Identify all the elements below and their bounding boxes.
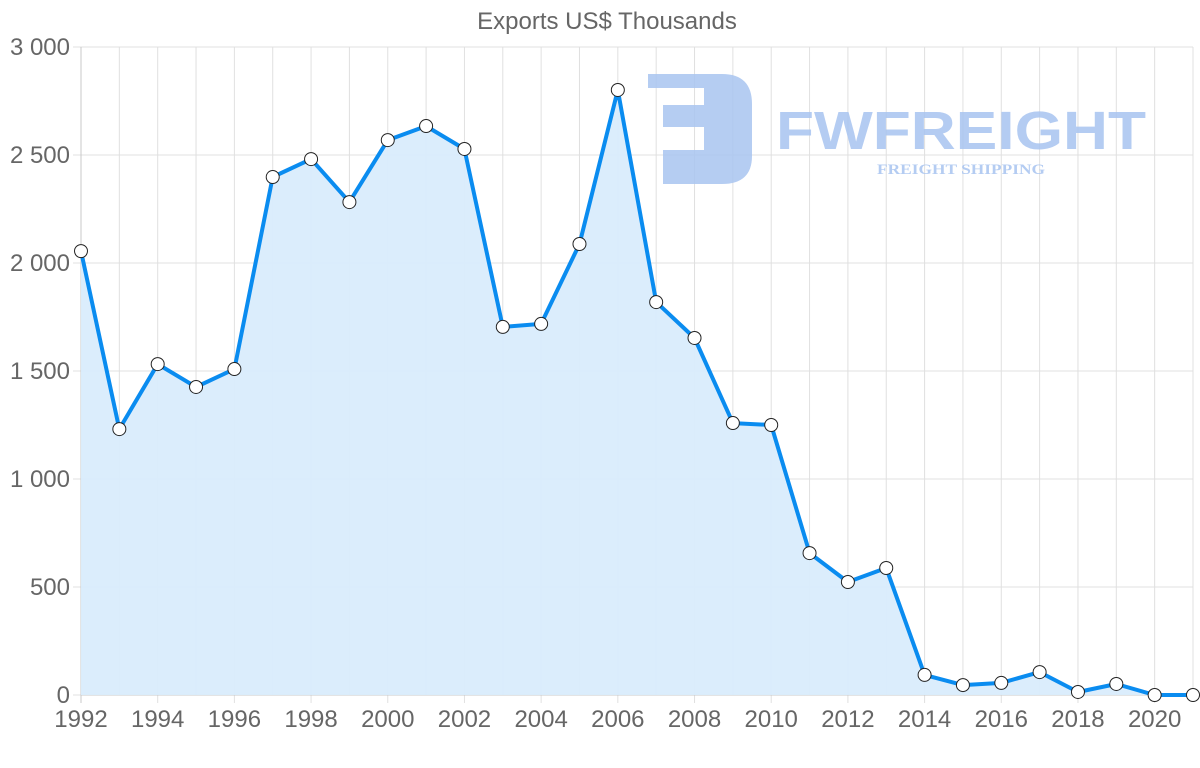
data-point[interactable]	[1070, 684, 1085, 699]
series-area-fill	[81, 90, 1193, 695]
x-tick-label: 1994	[131, 706, 184, 733]
x-tick-label: 2016	[975, 706, 1028, 733]
data-point[interactable]	[150, 357, 165, 372]
x-tick-label: 2018	[1051, 706, 1104, 733]
y-tick-label: 3 000	[10, 34, 70, 61]
data-point[interactable]	[342, 195, 357, 210]
x-tick-label: 1998	[284, 706, 337, 733]
x-tick-label: 1996	[208, 706, 261, 733]
brand-watermark: FWFREIGHT FREIGHT SHIPPING	[648, 74, 1146, 184]
y-tick-label: 1 500	[10, 358, 70, 385]
brand-logo-icon	[648, 74, 752, 184]
x-tick-label: 2006	[591, 706, 644, 733]
y-axis-ticks: 0 500 1 000 1 500 2 000 2 500 3 000	[10, 34, 70, 709]
data-point[interactable]	[764, 418, 779, 432]
data-point[interactable]	[419, 119, 434, 134]
data-point[interactable]	[802, 546, 817, 561]
data-point[interactable]	[265, 170, 280, 185]
data-point[interactable]	[917, 667, 932, 682]
data-point[interactable]	[304, 152, 319, 167]
data-point[interactable]	[840, 575, 855, 590]
y-tick-label: 2 000	[10, 250, 70, 277]
x-tick-label: 2002	[438, 706, 491, 733]
x-tick-label: 2012	[821, 706, 874, 733]
data-point[interactable]	[955, 678, 970, 693]
data-point[interactable]	[112, 422, 127, 437]
data-point[interactable]	[1109, 676, 1124, 691]
brand-tagline: FREIGHT SHIPPING	[877, 162, 1045, 178]
brand-name: FWFREIGHT	[776, 101, 1146, 161]
data-point[interactable]	[879, 560, 894, 575]
x-tick-label: 2000	[361, 706, 414, 733]
data-point[interactable]	[725, 416, 740, 431]
data-point[interactable]	[610, 82, 625, 97]
x-tick-label: 1992	[54, 706, 107, 733]
x-tick-label: 2004	[514, 706, 567, 733]
data-point[interactable]	[572, 236, 587, 251]
data-point[interactable]	[687, 330, 702, 345]
y-tick-label: 2 500	[10, 142, 70, 169]
x-tick-label: 2008	[668, 706, 721, 733]
data-point[interactable]	[1186, 688, 1200, 702]
data-point[interactable]	[189, 379, 204, 394]
data-point[interactable]	[994, 675, 1009, 690]
y-tick-label: 500	[30, 574, 70, 601]
data-point[interactable]	[649, 295, 664, 310]
data-point[interactable]	[74, 244, 88, 259]
x-tick-label: 2014	[898, 706, 951, 733]
data-point[interactable]	[457, 141, 472, 156]
y-tick-label: 0	[57, 682, 70, 709]
data-point[interactable]	[380, 133, 395, 148]
data-point[interactable]	[227, 362, 242, 377]
data-point[interactable]	[1032, 665, 1047, 680]
data-point[interactable]	[534, 316, 549, 331]
x-tick-label: 2010	[745, 706, 798, 733]
chart-title: Exports US$ Thousands	[477, 8, 737, 35]
y-tick-label: 1 000	[10, 466, 70, 493]
data-point-markers	[74, 82, 1200, 702]
data-point[interactable]	[495, 319, 510, 334]
data-point[interactable]	[1147, 688, 1162, 702]
x-tick-label: 2020	[1128, 706, 1181, 733]
x-axis-ticks: 1992 1994 1996 1998 2000 2002 2004 2006 2008 2010…	[54, 706, 1181, 733]
